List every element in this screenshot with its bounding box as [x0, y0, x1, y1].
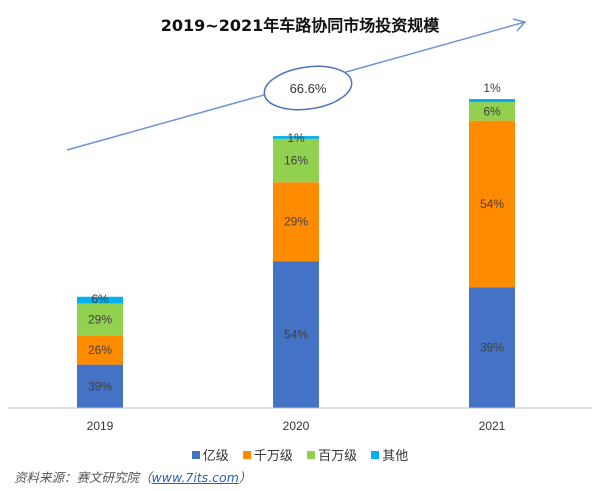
- data-label: 26%: [88, 343, 112, 357]
- data-label: 54%: [480, 197, 504, 211]
- bar-segment: [77, 335, 123, 365]
- legend-label: 百万级: [318, 449, 358, 464]
- legend-item: 千万级: [242, 445, 293, 464]
- growth-rate-label: 66.6%: [290, 81, 327, 96]
- bar-segment: [273, 136, 319, 139]
- legend-item: 亿级: [191, 445, 229, 464]
- legend-label: 千万级: [253, 449, 293, 464]
- source-note: 资料来源：赛文研究院（www.7its.com）: [14, 467, 251, 486]
- x-tick-label: 2020: [283, 419, 310, 433]
- bar-segment: [469, 99, 515, 103]
- bar-segment: [77, 296, 123, 304]
- bar-segment: [273, 138, 319, 183]
- data-label: 1%: [483, 81, 501, 95]
- source-label: 资料来源：赛文研究院（: [14, 470, 152, 485]
- legend-swatch: [191, 451, 200, 459]
- chart-title: 2019~2021年车路协同市场投资规模: [160, 16, 440, 35]
- bar-segment: [77, 364, 123, 408]
- legend-label: 亿级: [202, 449, 229, 464]
- legend: 亿级 千万级 百万级 其他: [0, 445, 600, 464]
- data-label: 39%: [480, 341, 504, 355]
- data-label: 6%: [91, 292, 109, 306]
- x-tick-label: 2019: [87, 419, 114, 433]
- bar-segment: [469, 287, 515, 408]
- data-label: 16%: [284, 154, 308, 168]
- bar-segment: [273, 261, 319, 408]
- legend-swatch: [371, 451, 380, 459]
- bar-segment: [469, 102, 515, 121]
- source-close: ）: [238, 470, 252, 485]
- legend-label: 其他: [382, 449, 409, 464]
- bar-segment: [273, 182, 319, 262]
- legend-swatch: [242, 451, 251, 459]
- bar-segment: [469, 120, 515, 288]
- bar-segment: [77, 303, 123, 336]
- data-label: 39%: [88, 379, 112, 393]
- growth-ellipse: [263, 65, 353, 111]
- legend-item: 百万级: [307, 445, 357, 464]
- data-label: 29%: [284, 215, 308, 229]
- legend-item: 其他: [371, 445, 408, 464]
- data-label: 6%: [483, 104, 501, 118]
- data-label: 54%: [284, 328, 308, 342]
- source-link[interactable]: www.7its.com: [151, 470, 239, 485]
- data-label: 29%: [88, 313, 112, 327]
- legend-swatch: [307, 451, 316, 459]
- data-label: 1%: [287, 131, 305, 145]
- x-tick-label: 2021: [479, 419, 506, 433]
